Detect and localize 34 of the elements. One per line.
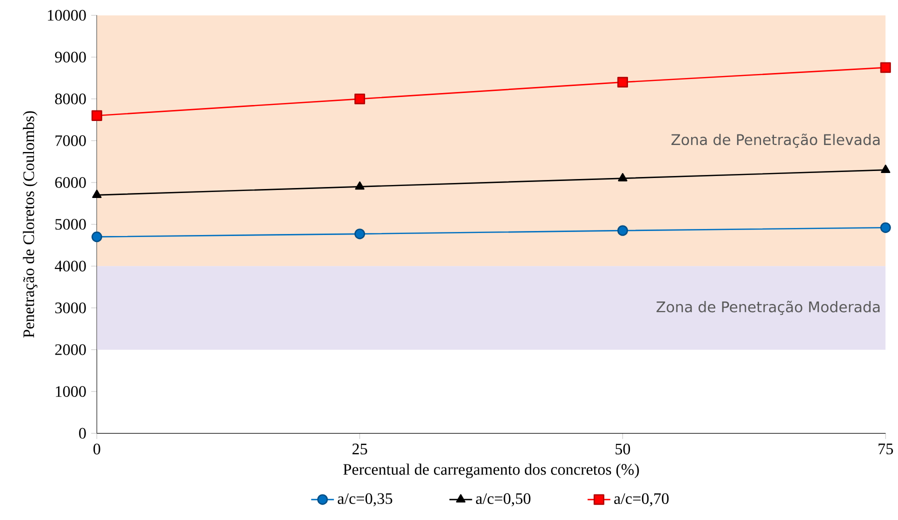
y-tick-label: 4000 (54, 260, 86, 272)
x-tick-label: 25 (352, 444, 368, 454)
point (880, 222, 891, 233)
x-tick-label: 0 (93, 444, 100, 454)
x-axis-title: Percentual de carregamento dos concretos (%) (343, 464, 639, 478)
y-tick-label: 5000 (55, 218, 86, 230)
y-tick-label: 1000 (56, 386, 86, 397)
point (618, 172, 628, 182)
legend-label: a/c=0,35 (338, 493, 392, 506)
legend-label: a/c=0,70 (614, 493, 669, 506)
point (880, 164, 890, 173)
x-tick-label: 75 (878, 444, 893, 454)
y-tick-label: 6000 (55, 177, 86, 188)
y-tick-label: 7000 (56, 135, 86, 146)
point (880, 62, 891, 73)
x-tick-label: 50 (616, 444, 630, 454)
point (617, 76, 628, 88)
point (354, 228, 366, 240)
y-tick-label: 9000 (55, 52, 86, 62)
point (92, 110, 102, 121)
y-tick-label: 2000 (55, 344, 86, 355)
y-tick-label: 8000 (55, 93, 86, 104)
point (355, 181, 364, 190)
y-axis-title: Penetração de Cloretos (Coulombs) (22, 111, 38, 338)
y-tick-label: 3000 (55, 302, 86, 314)
band-label: Zona de Penetração Elevada (671, 134, 880, 148)
point (617, 225, 628, 236)
y-tick-label: 0 (79, 428, 86, 439)
band-label: Zona de Penetração Moderada (656, 300, 880, 315)
point (92, 190, 102, 198)
point (354, 94, 366, 104)
legend-label: a/c=0,50 (476, 493, 530, 506)
y-tick-label: 10000 (48, 10, 86, 21)
point (92, 231, 102, 242)
